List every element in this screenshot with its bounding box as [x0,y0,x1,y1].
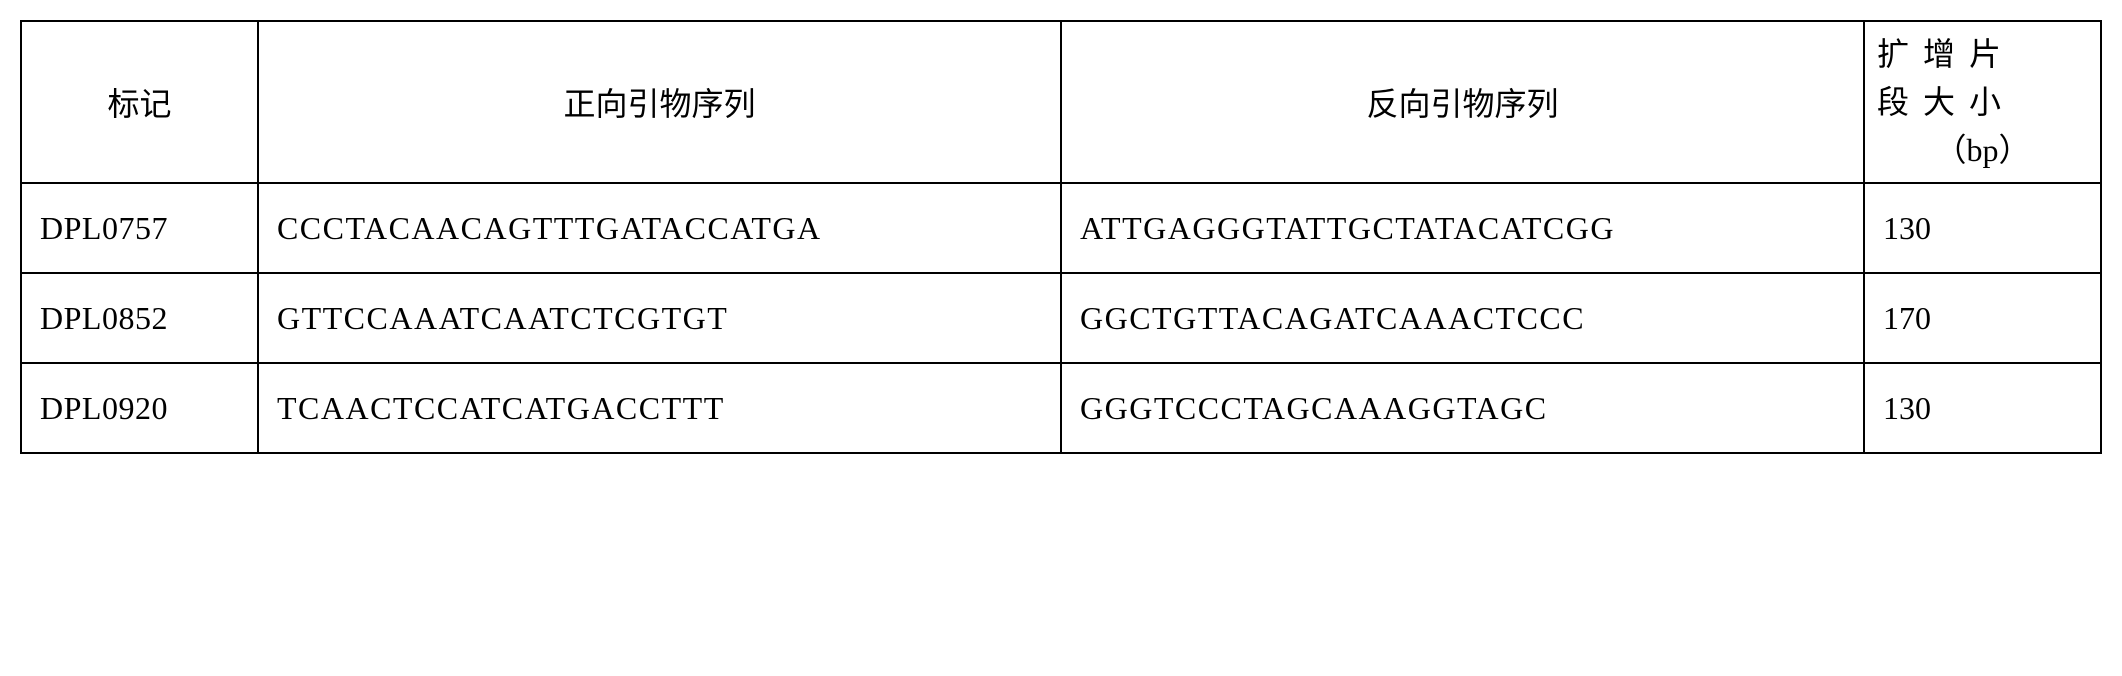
cell-size: 130 [1864,183,2101,273]
primer-table-container: 标记 正向引物序列 反向引物序列 扩增片 段大小 （bp） DPL0757 CC… [20,20,2102,454]
cell-reverse: ATTGAGGGTATTGCTATACATCGG [1061,183,1864,273]
cell-reverse: GGGTCCCTAGCAAAGGTAGC [1061,363,1864,453]
header-size-line3: （bp） [1877,126,2088,174]
cell-marker: DPL0852 [21,273,258,363]
table-row: DPL0757 CCCTACAACAGTTTGATACCATGA ATTGAGG… [21,183,2101,273]
table-row: DPL0920 TCAACTCCATCATGACCTTT GGGTCCCTAGC… [21,363,2101,453]
table-row: DPL0852 GTTCCAAATCAATCTCGTGT GGCTGTTACAG… [21,273,2101,363]
cell-reverse: GGCTGTTACAGATCAAACTCCC [1061,273,1864,363]
header-reverse: 反向引物序列 [1061,21,1864,183]
header-marker: 标记 [21,21,258,183]
cell-forward: CCCTACAACAGTTTGATACCATGA [258,183,1061,273]
cell-size: 170 [1864,273,2101,363]
header-size-line2: 段大小 [1877,78,2088,126]
header-size: 扩增片 段大小 （bp） [1864,21,2101,183]
table-body: DPL0757 CCCTACAACAGTTTGATACCATGA ATTGAGG… [21,183,2101,453]
primer-table: 标记 正向引物序列 反向引物序列 扩增片 段大小 （bp） DPL0757 CC… [20,20,2102,454]
table-header: 标记 正向引物序列 反向引物序列 扩增片 段大小 （bp） [21,21,2101,183]
cell-forward: TCAACTCCATCATGACCTTT [258,363,1061,453]
cell-marker: DPL0920 [21,363,258,453]
cell-size: 130 [1864,363,2101,453]
header-forward: 正向引物序列 [258,21,1061,183]
cell-marker: DPL0757 [21,183,258,273]
header-size-line1: 扩增片 [1877,30,2088,78]
header-row: 标记 正向引物序列 反向引物序列 扩增片 段大小 （bp） [21,21,2101,183]
cell-forward: GTTCCAAATCAATCTCGTGT [258,273,1061,363]
